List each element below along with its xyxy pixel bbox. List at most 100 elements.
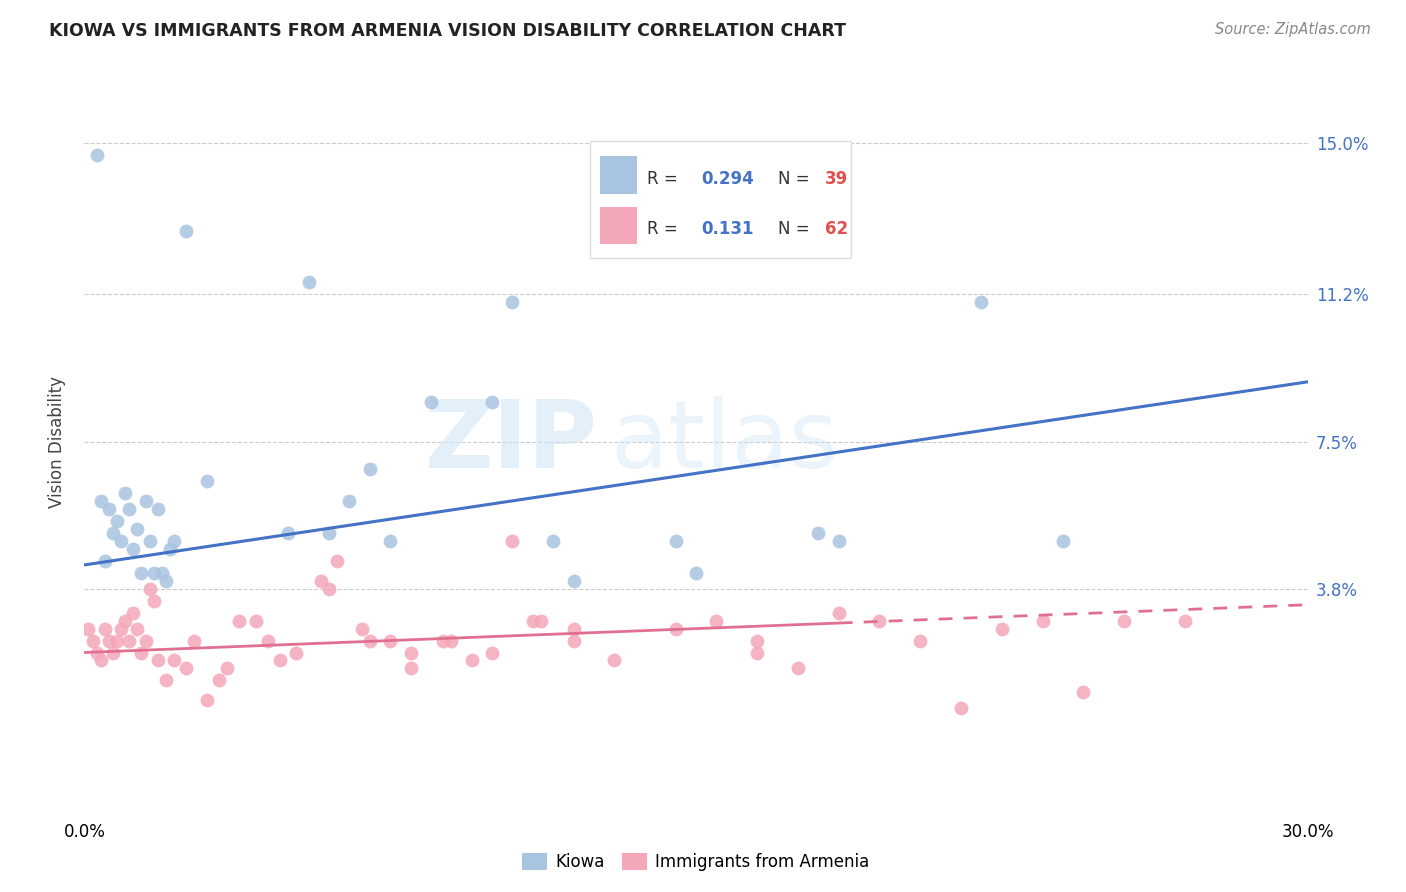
- Point: [114, 486, 136, 500]
- Point: [665, 534, 688, 549]
- Point: [950, 701, 973, 715]
- Point: [155, 574, 177, 588]
- Point: [114, 614, 136, 628]
- Point: [318, 582, 340, 596]
- Point: [90, 653, 112, 667]
- Point: [502, 534, 524, 549]
- Point: [309, 574, 332, 588]
- FancyBboxPatch shape: [591, 141, 852, 258]
- Point: [1032, 614, 1054, 628]
- Text: atlas: atlas: [610, 395, 838, 488]
- Point: [326, 554, 349, 568]
- Text: 0.131: 0.131: [700, 220, 754, 238]
- Point: [603, 653, 626, 667]
- Point: [138, 582, 160, 596]
- Point: [665, 622, 688, 636]
- Point: [747, 633, 769, 648]
- Point: [86, 646, 108, 660]
- Point: [97, 502, 120, 516]
- Text: ZIP: ZIP: [425, 395, 598, 488]
- Point: [228, 614, 250, 628]
- Text: Source: ZipAtlas.com: Source: ZipAtlas.com: [1215, 22, 1371, 37]
- FancyBboxPatch shape: [600, 156, 637, 194]
- Point: [269, 653, 291, 667]
- Point: [318, 526, 340, 541]
- Point: [122, 606, 145, 620]
- Point: [101, 646, 124, 660]
- Point: [380, 633, 402, 648]
- Point: [146, 502, 169, 516]
- Point: [245, 614, 267, 628]
- Point: [380, 534, 402, 549]
- Point: [562, 574, 585, 588]
- Point: [150, 566, 173, 580]
- Point: [105, 514, 128, 528]
- Point: [828, 534, 851, 549]
- Point: [101, 526, 124, 541]
- Text: N =: N =: [778, 220, 815, 238]
- Point: [481, 394, 503, 409]
- Point: [910, 633, 932, 648]
- Point: [82, 633, 104, 648]
- Point: [118, 633, 141, 648]
- Point: [217, 661, 239, 675]
- Point: [461, 653, 484, 667]
- Point: [339, 494, 361, 508]
- Point: [174, 661, 197, 675]
- Point: [257, 633, 280, 648]
- Point: [481, 646, 503, 660]
- Text: R =: R =: [647, 169, 683, 187]
- Point: [562, 622, 585, 636]
- Point: [1073, 685, 1095, 699]
- Point: [522, 614, 544, 628]
- Point: [163, 653, 186, 667]
- Point: [747, 646, 769, 660]
- Point: [195, 693, 218, 707]
- Point: [706, 614, 728, 628]
- Y-axis label: Vision Disability: Vision Disability: [48, 376, 66, 508]
- Point: [131, 646, 153, 660]
- Point: [110, 534, 132, 549]
- Point: [970, 295, 993, 310]
- Point: [110, 622, 132, 636]
- Point: [543, 534, 565, 549]
- Point: [93, 554, 115, 568]
- Point: [807, 526, 830, 541]
- Point: [93, 622, 115, 636]
- Point: [142, 566, 165, 580]
- Point: [562, 633, 585, 648]
- Text: R =: R =: [647, 220, 689, 238]
- Point: [440, 633, 463, 648]
- Point: [86, 148, 108, 162]
- Point: [420, 394, 443, 409]
- Point: [77, 622, 100, 636]
- Point: [97, 633, 120, 648]
- Text: KIOWA VS IMMIGRANTS FROM ARMENIA VISION DISABILITY CORRELATION CHART: KIOWA VS IMMIGRANTS FROM ARMENIA VISION …: [49, 22, 846, 40]
- Point: [142, 593, 165, 607]
- Point: [285, 646, 308, 660]
- Point: [138, 534, 160, 549]
- Point: [432, 633, 454, 648]
- Text: 39: 39: [824, 169, 848, 187]
- Point: [155, 673, 177, 688]
- Point: [127, 622, 149, 636]
- Point: [399, 646, 422, 660]
- Point: [298, 276, 321, 290]
- Point: [399, 661, 422, 675]
- Point: [159, 541, 181, 556]
- Text: 62: 62: [824, 220, 848, 238]
- Point: [1114, 614, 1136, 628]
- Point: [135, 633, 157, 648]
- Legend: Kiowa, Immigrants from Armenia: Kiowa, Immigrants from Armenia: [516, 846, 876, 878]
- Point: [118, 502, 141, 516]
- Point: [105, 633, 128, 648]
- Point: [195, 475, 218, 489]
- Point: [122, 541, 145, 556]
- Point: [135, 494, 157, 508]
- Point: [359, 462, 381, 476]
- Point: [163, 534, 186, 549]
- Point: [183, 633, 205, 648]
- Point: [350, 622, 373, 636]
- Point: [146, 653, 169, 667]
- Point: [174, 223, 197, 237]
